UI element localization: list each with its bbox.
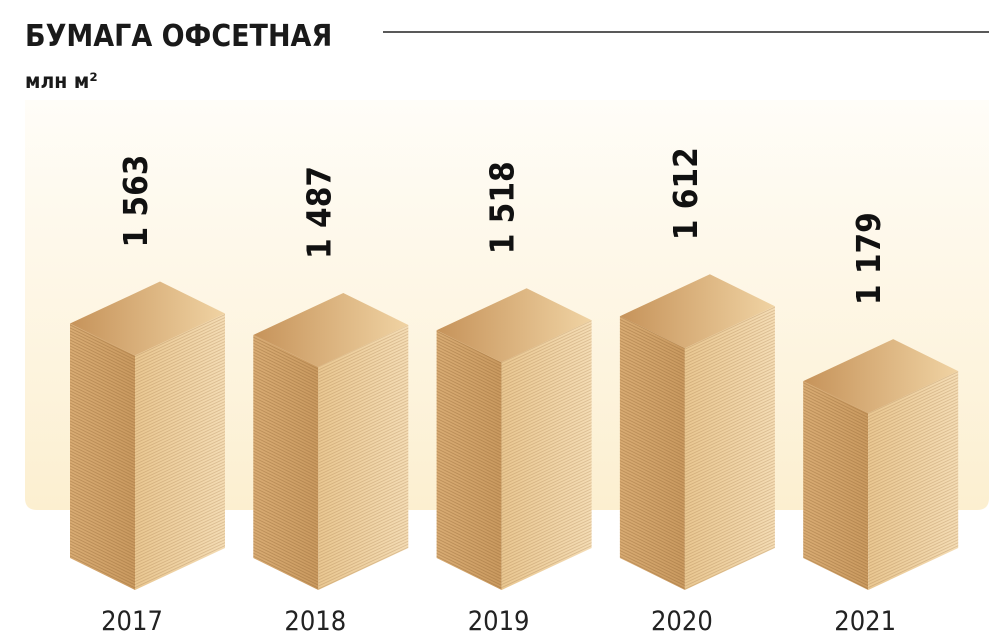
bar-left-stripes — [253, 334, 319, 590]
x-tick-label: 2018 — [284, 606, 346, 637]
bar-top-face — [253, 292, 409, 367]
bar — [70, 281, 225, 590]
value-label: 1 612 — [666, 147, 705, 240]
bar — [253, 292, 409, 590]
chart-subtitle: млн м² — [25, 69, 98, 93]
bar-top-face — [619, 274, 775, 349]
x-tick-label: 2021 — [834, 606, 896, 637]
value-label: 1 487 — [299, 166, 338, 259]
value-label: 1 179 — [849, 212, 888, 305]
x-tick-label: 2019 — [468, 606, 530, 637]
bar-left-stripes — [70, 323, 135, 590]
bar-right-stripes — [318, 324, 409, 590]
bar-left-stripes — [803, 381, 869, 590]
bar-right-stripes — [868, 371, 959, 590]
bar-right-stripes — [135, 313, 225, 590]
bar-top-face — [803, 339, 959, 414]
bar — [436, 288, 592, 590]
bar-top-face — [70, 281, 225, 356]
value-label: 1 563 — [116, 155, 155, 248]
bar-left-stripes — [619, 316, 685, 590]
bar-left-stripes — [436, 330, 502, 590]
chart-title: БУМАГА ОФСЕТНАЯ — [25, 19, 332, 54]
bars: 1 563 2017 1 487 2018 1 518 2019 1 612 2020 1 17… — [70, 147, 959, 637]
bar-right-stripes — [684, 306, 775, 590]
x-tick-label: 2020 — [651, 606, 713, 637]
bar-top-face — [436, 288, 592, 363]
value-label: 1 518 — [483, 161, 522, 254]
x-tick-label: 2017 — [101, 606, 163, 637]
bar-right-stripes — [501, 320, 592, 590]
bar — [619, 274, 775, 590]
bar — [803, 339, 959, 590]
